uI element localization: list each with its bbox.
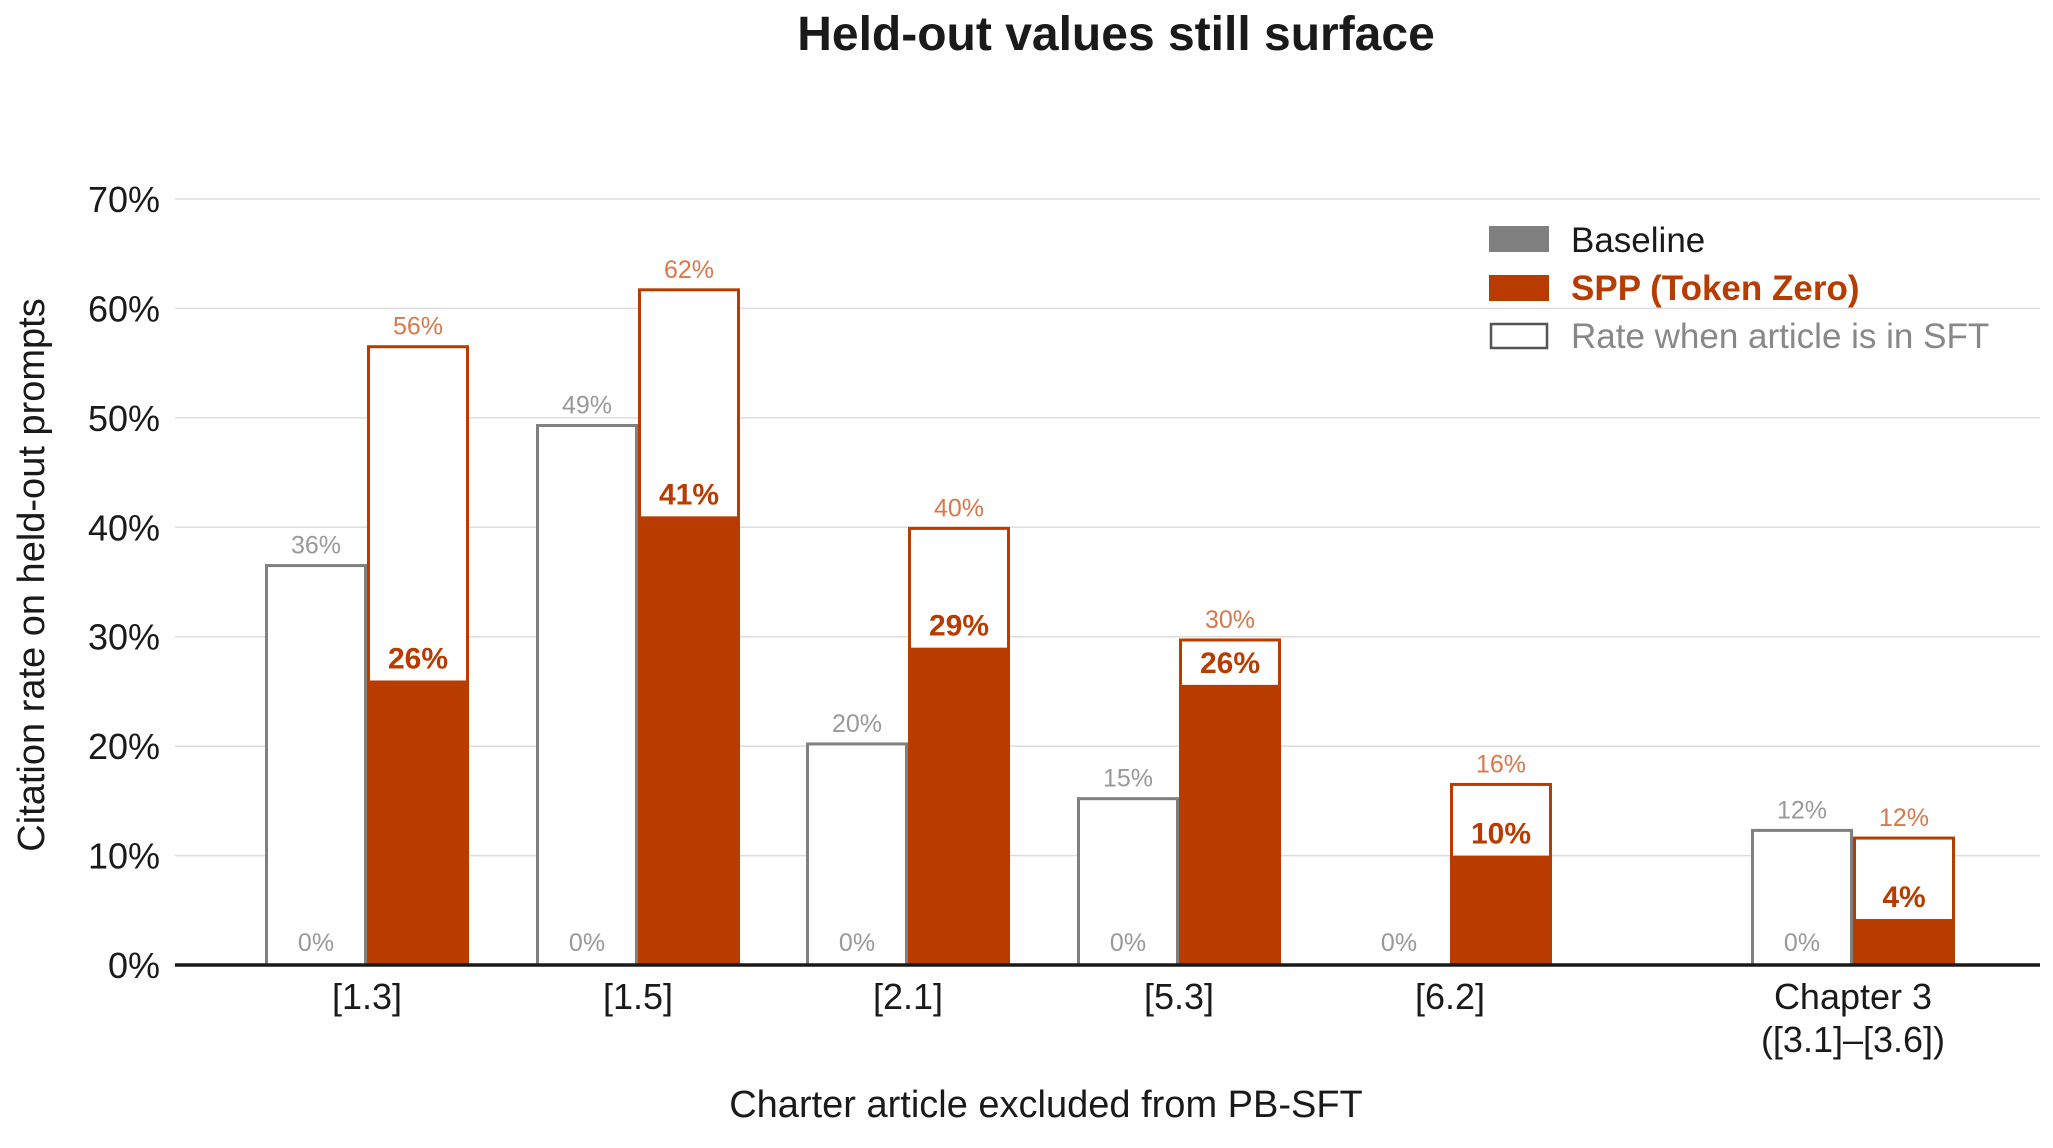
x-tick-label: [2.1]: [873, 976, 943, 1017]
baseline-value-label: 0%: [1381, 929, 1417, 957]
spp-in-sft-label: 56%: [393, 313, 443, 341]
y-tick-label: 10%: [88, 836, 160, 877]
bars-layer: [265, 288, 1955, 967]
x-tick-label: [5.3]: [1144, 976, 1214, 1017]
legend: Baseline SPP (Token Zero) Rate when arti…: [1489, 221, 1989, 356]
spp-in-sft-label: 12%: [1879, 804, 1929, 832]
spp-in-sft-label: 16%: [1476, 750, 1526, 778]
legend-label-spp: SPP (Token Zero): [1571, 269, 1859, 308]
x-tick-label: [1.3]: [332, 976, 402, 1017]
legend-swatch-baseline: [1489, 226, 1549, 252]
baseline-value-label: 0%: [1784, 929, 1820, 957]
baseline-in-sft-label: 49%: [562, 392, 612, 420]
baseline-value-label: 0%: [839, 929, 875, 957]
baseline-in-sft-label: 12%: [1777, 796, 1827, 824]
y-tick-label: 60%: [88, 288, 160, 329]
spp-bar: [1853, 919, 1955, 965]
spp-bar: [367, 680, 469, 965]
spp-value-label: 26%: [1200, 647, 1260, 680]
x-tick-label: ([3.1]–[3.6]): [1761, 1019, 1945, 1060]
spp-bar: [638, 516, 740, 965]
baseline-in-sft-bar: [806, 742, 908, 967]
spp-value-label: 29%: [929, 610, 989, 643]
baseline-in-sft-bar: [536, 424, 638, 967]
baseline-in-sft-bar: [265, 564, 367, 967]
baseline-in-sft-label: 15%: [1103, 765, 1153, 793]
spp-bar: [908, 647, 1010, 965]
spp-value-label: 10%: [1471, 818, 1531, 851]
x-axis-title: Charter article excluded from PB-SFT: [729, 1084, 1363, 1126]
axis-layer: 0% 10% 20% 30% 40% 50% 60% 70% [1.3] [1.5] [2.1] [5…: [88, 179, 2040, 1060]
y-axis-title: Citation rate on held-out prompts: [11, 298, 53, 851]
spp-value-label: 41%: [659, 478, 719, 511]
y-tick-label: 0%: [108, 945, 160, 986]
baseline-in-sft-label: 20%: [832, 710, 882, 738]
legend-swatch-in-sft: [1489, 322, 1549, 350]
labels-layer: 36% 0% 56% 26% 49% 0% 62% 41% 20% 0% 40% 29% 15% 0% 30…: [291, 256, 1929, 957]
chart-title: Held-out values still surface: [797, 8, 1435, 61]
spp-bar: [1179, 684, 1281, 965]
baseline-in-sft-label: 36%: [291, 532, 341, 560]
legend-swatch-spp: [1489, 275, 1549, 301]
baseline-value-label: 0%: [569, 929, 605, 957]
y-tick-label: 20%: [88, 726, 160, 767]
baseline-value-label: 0%: [1110, 929, 1146, 957]
spp-value-label: 4%: [1882, 881, 1925, 914]
legend-label-baseline: Baseline: [1571, 221, 1705, 260]
spp-in-sft-label: 30%: [1205, 606, 1255, 634]
y-tick-label: 40%: [88, 507, 160, 548]
grid-layer: [175, 198, 2040, 857]
x-tick-label: [6.2]: [1415, 976, 1485, 1017]
baseline-in-sft-bar: [1751, 828, 1853, 967]
spp-bar: [1450, 855, 1552, 965]
x-tick-label: Chapter 3: [1774, 976, 1932, 1017]
spp-in-sft-label: 40%: [934, 494, 984, 522]
spp-value-label: 26%: [388, 642, 448, 675]
y-tick-label: 70%: [88, 179, 160, 220]
y-tick-label: 50%: [88, 398, 160, 439]
baseline-value-label: 0%: [298, 929, 334, 957]
x-tick-label: [1.5]: [603, 976, 673, 1017]
baseline-in-sft-bar: [1077, 797, 1179, 967]
y-tick-label: 30%: [88, 617, 160, 658]
spp-in-sft-label: 62%: [664, 256, 714, 284]
legend-label-in-sft: Rate when article is in SFT: [1571, 317, 1989, 356]
